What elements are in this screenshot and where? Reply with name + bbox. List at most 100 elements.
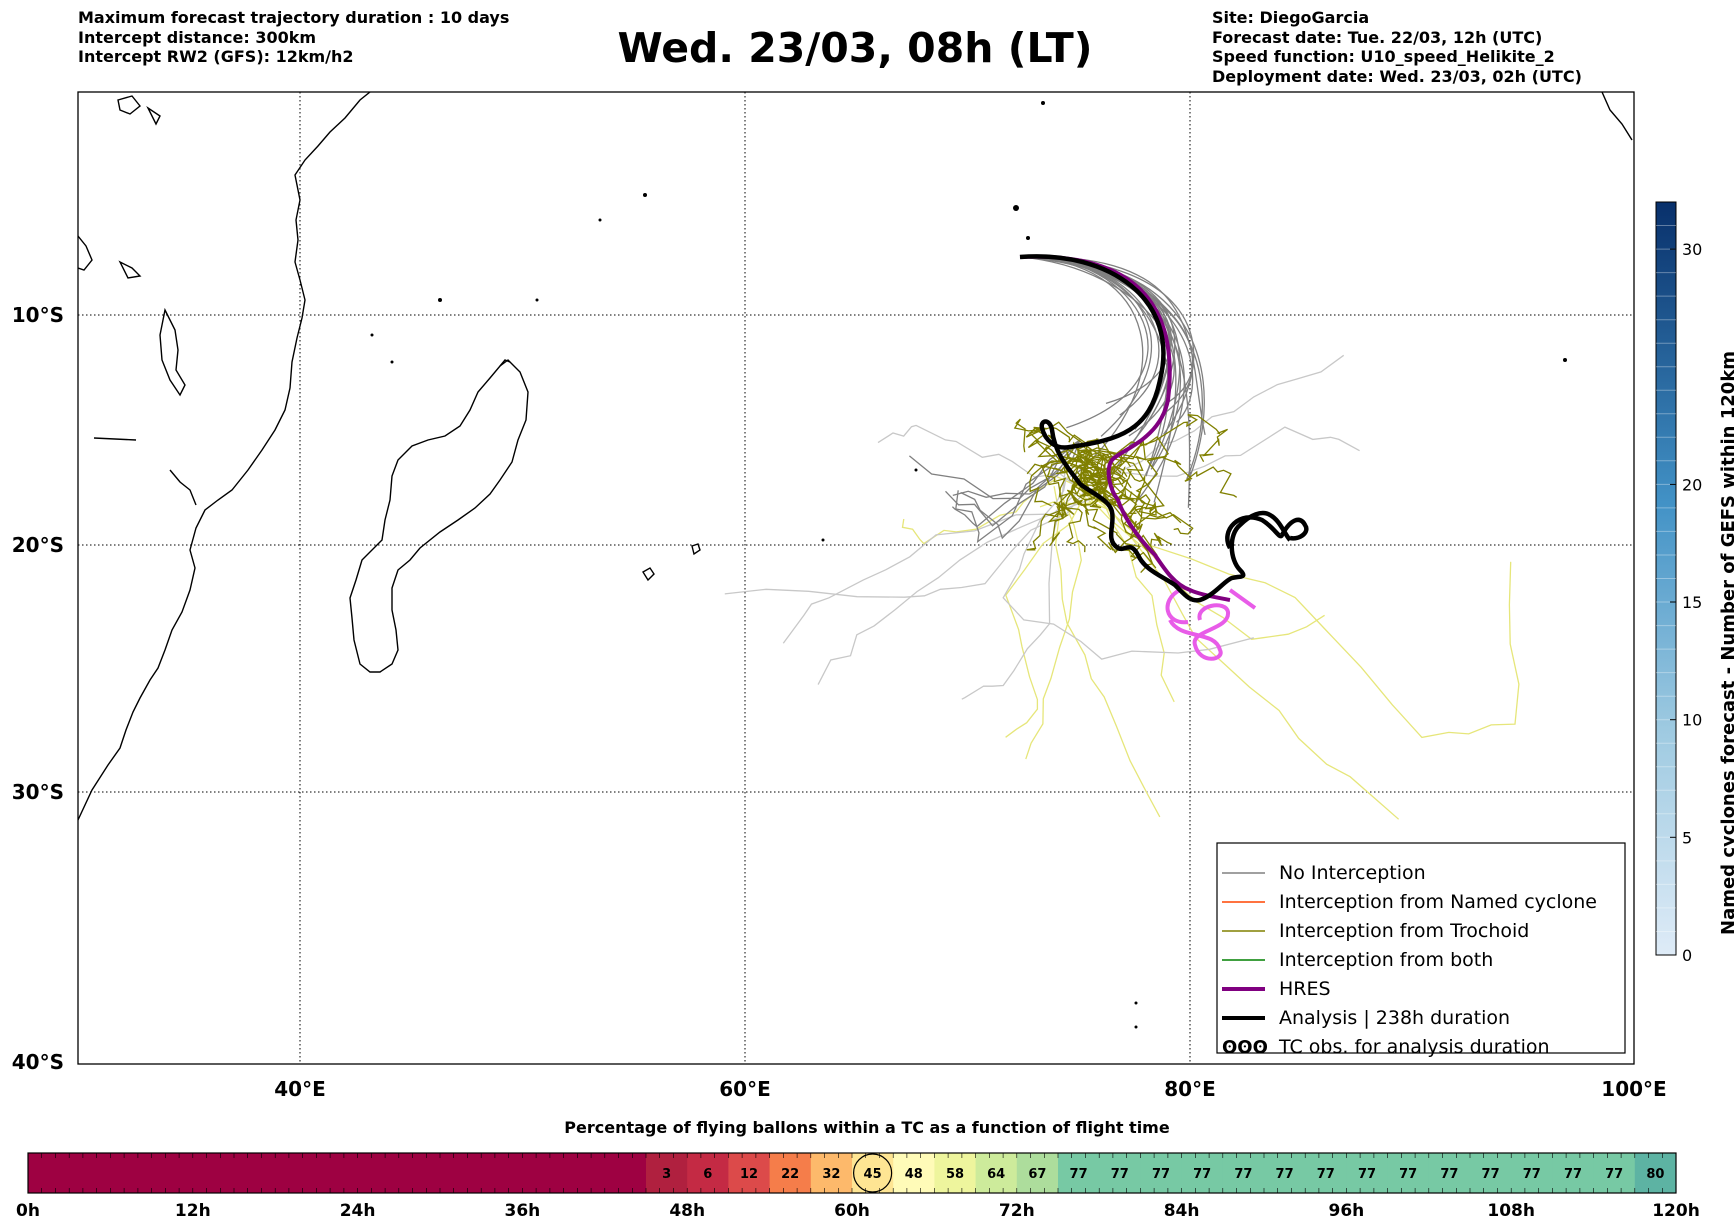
trajectory-line bbox=[960, 439, 1081, 540]
side-colorbar-tick-label: 15 bbox=[1682, 593, 1702, 612]
legend-item: Interception from Trochoid bbox=[1222, 920, 1529, 942]
bottom-colorbar-segment bbox=[1016, 1153, 1059, 1193]
bottom-colorbar-value: 22 bbox=[781, 1167, 799, 1182]
trajectory-line bbox=[1043, 426, 1092, 468]
side-colorbar: 0 5 10 15 20 30 bbox=[1655, 201, 1702, 965]
bottom-colorbar-value: 77 bbox=[1193, 1167, 1211, 1182]
island-dot bbox=[1563, 358, 1567, 362]
bottom-colorbar-time-label: 36h bbox=[505, 1201, 541, 1221]
trajectory-line bbox=[1025, 491, 1082, 760]
side-colorbar-fill bbox=[1655, 201, 1677, 956]
trajectory-line bbox=[1005, 493, 1087, 738]
madagascar-coast bbox=[349, 359, 529, 673]
bottom-colorbar-segment bbox=[1181, 1153, 1224, 1193]
island-dot bbox=[1041, 101, 1045, 105]
bottom-colorbar-segments: 3 6 12 22 32 45 48 58 64 67 77 77 77 77 77 77 77 77 77 77 77… bbox=[646, 1153, 1677, 1193]
trajectory-line bbox=[1026, 446, 1094, 551]
trajectory-line bbox=[1069, 447, 1108, 478]
side-colorbar-title: Named cyclones forecast - Number of GEFS… bbox=[1718, 350, 1734, 935]
bottom-colorbar-value: 67 bbox=[1028, 1167, 1046, 1182]
island-dot bbox=[438, 298, 442, 302]
bottom-colorbar-segment bbox=[1470, 1153, 1512, 1193]
side-colorbar-tick-label: 20 bbox=[1682, 475, 1702, 494]
bottom-colorbar-minor-ticks bbox=[41, 1153, 1663, 1193]
trajectory-line bbox=[1013, 418, 1122, 474]
header-speed-function: Speed function: U10_speed_Helikite_2 bbox=[1212, 47, 1555, 66]
bottom-colorbar-time-label: 0h bbox=[16, 1201, 40, 1221]
side-colorbar-tick-label: 5 bbox=[1682, 828, 1692, 847]
trajectory-line bbox=[817, 492, 1078, 685]
bottom-colorbar-value: 77 bbox=[1440, 1167, 1458, 1182]
header-info-left: Maximum forecast trajectory duration : 1… bbox=[78, 8, 509, 67]
bottom-colorbar-segment bbox=[1634, 1153, 1677, 1193]
trajectory-line bbox=[877, 424, 1074, 485]
bottom-colorbar-frame bbox=[27, 1152, 1677, 1194]
trajectory-line bbox=[724, 486, 1089, 598]
mozambique-channel-coast bbox=[169, 469, 197, 506]
header-deployment-date: Deployment date: Wed. 23/03, 02h (UTC) bbox=[1212, 66, 1582, 86]
reunion-island bbox=[691, 543, 701, 556]
island-dot bbox=[370, 333, 374, 337]
trajectory-line bbox=[1048, 472, 1520, 739]
trajectory-line bbox=[945, 439, 1081, 527]
bottom-colorbar-value: 3 bbox=[662, 1167, 671, 1182]
legend-label: Interception from Named cyclone bbox=[1279, 891, 1597, 913]
trajectory-line bbox=[1106, 435, 1238, 498]
lat-label-10s: 10°S bbox=[12, 303, 64, 327]
island-dot bbox=[1013, 205, 1019, 211]
bottom-colorbar-value: 77 bbox=[1399, 1167, 1417, 1182]
legend-label: Interception from both bbox=[1279, 949, 1493, 971]
trajectory-analysis bbox=[1019, 254, 1309, 603]
header-intercept-rw2: Intercept RW2 (GFS): 12km/h2 bbox=[78, 47, 354, 66]
trajectory-analysis-loop bbox=[1225, 515, 1309, 550]
trajectory-line bbox=[1019, 256, 1170, 475]
trajectory-line bbox=[1019, 256, 1194, 407]
bottom-colorbar-value: 48 bbox=[905, 1167, 923, 1182]
bottom-colorbar-time-label: 12h bbox=[175, 1201, 211, 1221]
bottom-colorbar-value: 6 bbox=[703, 1167, 712, 1182]
trajectories-light-grey bbox=[724, 354, 1360, 700]
bottom-colorbar-segment bbox=[728, 1153, 771, 1193]
bottom-colorbar-segment bbox=[810, 1153, 853, 1193]
bottom-colorbar-value: 77 bbox=[1564, 1167, 1582, 1182]
side-colorbar-tick-label: 10 bbox=[1682, 711, 1702, 730]
island-dot bbox=[390, 360, 394, 364]
trajectory-line bbox=[1066, 454, 1157, 569]
bottom-colorbar-value: 64 bbox=[987, 1167, 1005, 1182]
somalia-tip bbox=[1601, 92, 1633, 141]
legend-label: No Interception bbox=[1279, 862, 1426, 884]
bottom-colorbar-time-label: 48h bbox=[669, 1201, 705, 1221]
trajectory-line bbox=[1096, 426, 1360, 477]
header-intercept-distance: Intercept distance: 300km bbox=[78, 27, 317, 47]
east-coast-segment bbox=[78, 235, 93, 271]
bottom-colorbar-time-label: 60h bbox=[834, 1201, 870, 1221]
bottom-colorbar-value: 77 bbox=[1317, 1167, 1335, 1182]
bottom-colorbar-segment bbox=[1387, 1153, 1430, 1193]
bottom-colorbar-segment bbox=[1346, 1153, 1389, 1193]
lon-label-100e: 100°E bbox=[1601, 1077, 1666, 1101]
side-colorbar-tick-label: 0 bbox=[1682, 946, 1692, 965]
legend-item: Analysis | 238h duration bbox=[1222, 1007, 1510, 1029]
island-dot bbox=[821, 538, 825, 542]
bottom-colorbar-lead bbox=[28, 1153, 646, 1193]
lon-label-80e: 80°E bbox=[1164, 1077, 1216, 1101]
kenya-inlet bbox=[93, 437, 137, 441]
legend-label: Analysis | 238h duration bbox=[1279, 1007, 1510, 1029]
legend-label: TC obs. for analysis duration bbox=[1278, 1036, 1550, 1058]
legend-item: Interception from Named cyclone bbox=[1222, 891, 1597, 913]
bottom-colorbar-highlight-ring bbox=[852, 1153, 893, 1193]
bottom-colorbar-segment bbox=[1058, 1153, 1100, 1193]
trajectory-line bbox=[901, 478, 1057, 545]
lon-labels: 40°E 60°E 80°E 100°E bbox=[274, 1077, 1666, 1101]
trajectory-line bbox=[782, 498, 1093, 644]
bottom-colorbar-segment bbox=[975, 1153, 1018, 1193]
header-max-duration: Maximum forecast trajectory duration : 1… bbox=[78, 8, 510, 27]
bottom-colorbar-segment bbox=[1140, 1153, 1183, 1193]
island-dot bbox=[643, 193, 647, 197]
legend-box bbox=[1216, 842, 1626, 1054]
bottom-colorbar-segment bbox=[1593, 1153, 1636, 1193]
bottom-colorbar-time-label: 72h bbox=[999, 1201, 1035, 1221]
bottom-colorbar-value: 58 bbox=[946, 1167, 964, 1182]
trajectory-line bbox=[1089, 438, 1147, 519]
bottom-colorbar-time-label: 96h bbox=[1329, 1201, 1365, 1221]
